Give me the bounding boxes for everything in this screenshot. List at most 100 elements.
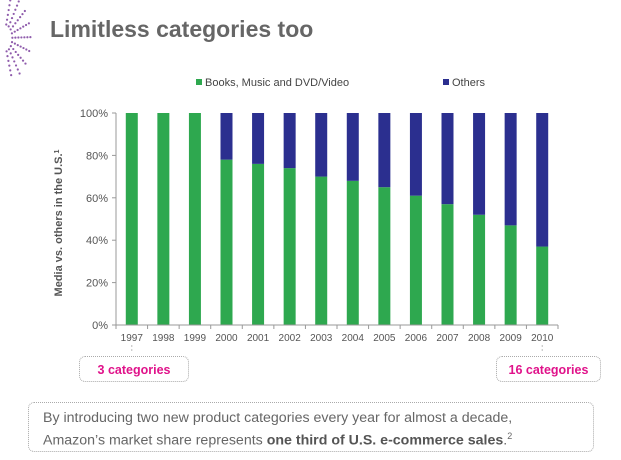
bar-others-2009: [504, 113, 517, 226]
x-tick-label: 2001: [247, 333, 270, 344]
bar-media-1997: [125, 113, 138, 325]
bar-media-2007: [441, 204, 454, 325]
logo-dot: [9, 45, 12, 48]
footer-line-2-bold: one third of U.S. e-commerce sales: [266, 432, 504, 449]
x-tick-label: 2010: [531, 333, 554, 344]
logo-dot: [23, 9, 26, 13]
y-tick-label: 0%: [92, 320, 108, 332]
footer-line-2: Amazon’s market share represents one thi…: [43, 427, 579, 450]
logo-dot: [14, 50, 17, 54]
callout-3-categories: 3 categories: [79, 356, 189, 382]
footer-note: By introducing two new product categorie…: [28, 402, 594, 452]
bar-others-2005: [378, 113, 391, 188]
bar-media-2002: [283, 168, 296, 325]
bar-others-2000: [220, 113, 233, 160]
logo-dot: [18, 72, 21, 75]
bar-media-2006: [409, 195, 422, 325]
bar-media-1998: [157, 113, 170, 325]
logo-dot: [24, 62, 27, 65]
legend-swatch-0: [196, 79, 202, 85]
logo-dot: [17, 53, 20, 56]
logo-dot: [13, 42, 16, 45]
logo-dot: [7, 48, 11, 51]
logo-dot: [22, 46, 25, 50]
logo-dot: [23, 36, 26, 39]
logo-dot: [13, 30, 16, 33]
logo-dot: [14, 8, 17, 11]
y-tick-label: 80%: [86, 150, 108, 162]
logo-dot: [11, 25, 15, 28]
logo-dot: [8, 64, 11, 67]
logo-dot: [6, 13, 9, 16]
x-tick-label: 1997: [121, 333, 144, 344]
logo-dot: [17, 0, 20, 3]
logo-dot: [16, 28, 19, 32]
logo-dot: [11, 56, 14, 59]
footer-footnote: 2: [507, 431, 513, 441]
brand-logo-icon: [5, 0, 32, 77]
slide-title: Limitless categories too: [50, 16, 314, 42]
logo-dot: [14, 36, 17, 39]
x-axis: 1997 1998 1999 2000 2001 2002 2003 2004 2005 2006…: [115, 324, 559, 352]
logo-dot: [9, 21, 12, 24]
bar-media-2009: [504, 225, 517, 325]
logo-dot: [10, 41, 14, 44]
x-tick-label: 2000: [215, 333, 238, 344]
x-tick-label: 2005: [373, 333, 396, 344]
logo-dot: [8, 4, 11, 7]
y-tick-label: 100%: [80, 108, 108, 120]
logo-dot: [12, 47, 15, 51]
logo-dot: [9, 52, 12, 55]
y-tick-label: 60%: [86, 193, 108, 205]
logo-dot: [9, 0, 12, 2]
bar-others-2008: [473, 113, 486, 215]
x-tick-label: 2006: [405, 333, 428, 344]
x-tick-label: 2009: [500, 333, 523, 344]
logo-dot: [6, 54, 9, 58]
logo-dot: [7, 59, 10, 62]
callout-right-label: 16 categories: [508, 363, 589, 377]
logo-dot: [16, 68, 19, 71]
logo-dot: [24, 23, 28, 27]
y-axis-label: Media vs. others in the U.S.1: [53, 149, 65, 296]
logo-dot: [25, 48, 28, 51]
legend-swatch-1: [443, 79, 449, 85]
logo-dot: [22, 25, 25, 28]
logo-dot: [16, 43, 19, 47]
bar-media-2001: [252, 163, 265, 325]
bar-others-2002: [283, 113, 296, 169]
logo-dot: [7, 8, 10, 12]
bar-media-2004: [346, 180, 359, 325]
bar-others-2010: [536, 113, 549, 247]
logo-dot: [7, 25, 10, 28]
logo-dot: [5, 18, 9, 21]
logo-dot: [17, 36, 20, 39]
logo-dot: [19, 45, 22, 48]
stacked-bar-chart: Books, Music and DVD/Video Others 0% 20% 40…: [53, 77, 559, 352]
logo-dot: [16, 19, 19, 22]
logo-dot: [19, 56, 22, 59]
logo-dot: [27, 22, 30, 25]
logo-dot: [15, 4, 19, 7]
footer-line-1: By introducing two new product categorie…: [43, 410, 513, 426]
logo-dot: [21, 12, 24, 16]
logo-dot: [9, 28, 12, 31]
logo-dot: [10, 74, 13, 77]
bars: [125, 113, 549, 325]
logo-dot: [26, 36, 29, 39]
bar-media-1999: [188, 113, 201, 325]
y-axis-label-footnote: 1: [54, 149, 61, 153]
x-tick-label: 1998: [152, 333, 175, 344]
logo-dot: [29, 36, 32, 39]
chart-legend: Books, Music and DVD/Video Others: [196, 77, 486, 89]
bar-media-2005: [378, 187, 391, 325]
x-tick-label: 2007: [436, 333, 459, 344]
logo-dot: [28, 49, 31, 53]
y-axis: 0% 20% 40% 60% 80% 100% Media vs. others in th…: [53, 108, 117, 332]
y-tick-label: 20%: [86, 278, 108, 290]
x-tick-label: 2008: [468, 333, 491, 344]
x-tick-label: 1999: [184, 333, 207, 344]
logo-dot: [13, 60, 16, 63]
callout-16-categories: 16 categories: [496, 356, 601, 382]
